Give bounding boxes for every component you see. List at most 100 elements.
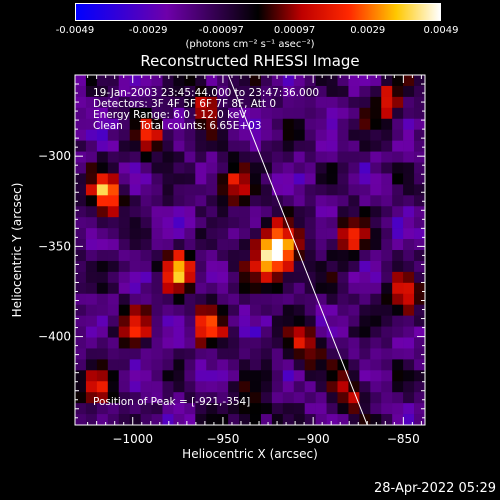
heatmap-cell — [206, 293, 218, 305]
heatmap-cell — [370, 206, 382, 218]
heatmap-cell — [217, 162, 229, 174]
heatmap-cell — [75, 239, 87, 251]
heatmap-cell — [315, 206, 327, 218]
heatmap-cell — [348, 359, 360, 371]
heatmap-cell — [206, 75, 218, 87]
heatmap-cell — [271, 326, 284, 338]
heatmap-cell — [326, 173, 338, 185]
heatmap-cell — [85, 140, 98, 152]
heatmap-cell — [304, 228, 316, 240]
heatmap-cell — [392, 206, 404, 218]
heatmap-cell — [326, 282, 338, 295]
heatmap-cell — [129, 315, 141, 327]
heatmap-cell — [118, 206, 130, 218]
heatmap-cell — [271, 151, 284, 163]
heatmap-cell — [392, 228, 404, 240]
heatmap-cell — [403, 370, 415, 382]
heatmap-cell — [403, 282, 415, 295]
heatmap-cell — [381, 85, 393, 98]
heatmap-cell — [206, 348, 218, 360]
heatmap-cell — [107, 173, 120, 185]
heatmap-cell — [282, 228, 295, 240]
heatmap-cell — [271, 140, 284, 152]
heatmap-cell — [392, 85, 404, 98]
heatmap-cell — [260, 381, 273, 393]
heatmap-cell — [304, 337, 316, 349]
heatmap-cell — [337, 85, 349, 98]
heatmap-cell — [414, 217, 425, 229]
heatmap-cell — [304, 107, 316, 120]
heatmap-cell — [304, 239, 316, 251]
heatmap-cell — [403, 217, 415, 229]
heatmap-cell — [359, 118, 371, 130]
heatmap-cell — [162, 206, 174, 218]
heatmap-cell — [96, 75, 109, 87]
heatmap-cell — [162, 359, 174, 371]
heatmap-cell — [239, 370, 251, 382]
heatmap-cell — [151, 337, 163, 349]
heatmap-cell — [370, 337, 382, 349]
heatmap-cell — [293, 348, 305, 360]
heatmap-cell — [96, 206, 109, 218]
heatmap-cell — [271, 162, 284, 174]
heatmap-cell — [370, 162, 382, 174]
heatmap-cell — [359, 228, 371, 240]
heatmap-cell — [250, 162, 262, 174]
heatmap-cell — [217, 304, 229, 316]
heatmap-cell — [140, 315, 152, 327]
heatmap-cell — [85, 75, 98, 87]
heatmap-cell — [326, 392, 338, 404]
heatmap-cell — [140, 381, 152, 393]
heatmap-cell — [184, 195, 196, 207]
heatmap-cell — [359, 140, 371, 152]
heatmap-cell — [304, 173, 316, 185]
heatmap-cell — [107, 217, 120, 229]
heatmap-cell — [217, 228, 229, 240]
heatmap-cell — [359, 162, 371, 174]
heatmap-cell — [304, 381, 316, 393]
heatmap-cell — [271, 118, 284, 130]
heatmap-cell — [337, 140, 349, 152]
heatmap-cell — [184, 348, 196, 360]
heatmap-cell — [217, 206, 229, 218]
heatmap-cell — [282, 195, 295, 207]
info-total-counts: Clean Total counts: 6.65E+03 — [93, 120, 262, 132]
heatmap-cell — [381, 162, 393, 174]
heatmap-cell — [392, 326, 404, 338]
heatmap-cell — [129, 239, 141, 251]
heatmap-cell — [96, 260, 109, 273]
heatmap-cell — [239, 162, 251, 174]
heatmap-cell — [96, 217, 109, 229]
heatmap-cell — [129, 271, 141, 284]
heatmap-cell — [293, 228, 305, 240]
heatmap-cell — [239, 348, 251, 360]
heatmap-cell — [239, 140, 251, 152]
heatmap-cell — [315, 250, 327, 262]
heatmap-cell — [359, 260, 371, 273]
heatmap-cell — [75, 414, 87, 425]
heatmap-cell — [414, 151, 425, 163]
heatmap-cell — [217, 326, 229, 338]
heatmap-cell — [96, 282, 109, 295]
heatmap-cell — [392, 184, 404, 196]
heatmap-cell — [260, 304, 273, 316]
heatmap-cell — [359, 184, 371, 196]
heatmap-cell — [85, 271, 98, 284]
heatmap-cell — [75, 85, 87, 98]
heatmap-cell — [271, 359, 284, 371]
heatmap-cell — [326, 195, 338, 207]
heatmap-cell — [195, 370, 207, 382]
heatmap-cell — [260, 129, 273, 141]
heatmap-cell — [107, 381, 120, 393]
heatmap-cell — [282, 403, 295, 415]
heatmap-cell — [250, 337, 262, 349]
heatmap-cell — [282, 151, 295, 163]
heatmap-cell — [184, 359, 196, 371]
heatmap-cell — [96, 239, 109, 251]
heatmap-cell — [282, 326, 295, 338]
heatmap-cell — [282, 184, 295, 196]
heatmap-cell — [304, 151, 316, 163]
heatmap-cell — [239, 151, 251, 163]
heatmap-cell — [326, 206, 338, 218]
heatmap-cell — [271, 315, 284, 327]
